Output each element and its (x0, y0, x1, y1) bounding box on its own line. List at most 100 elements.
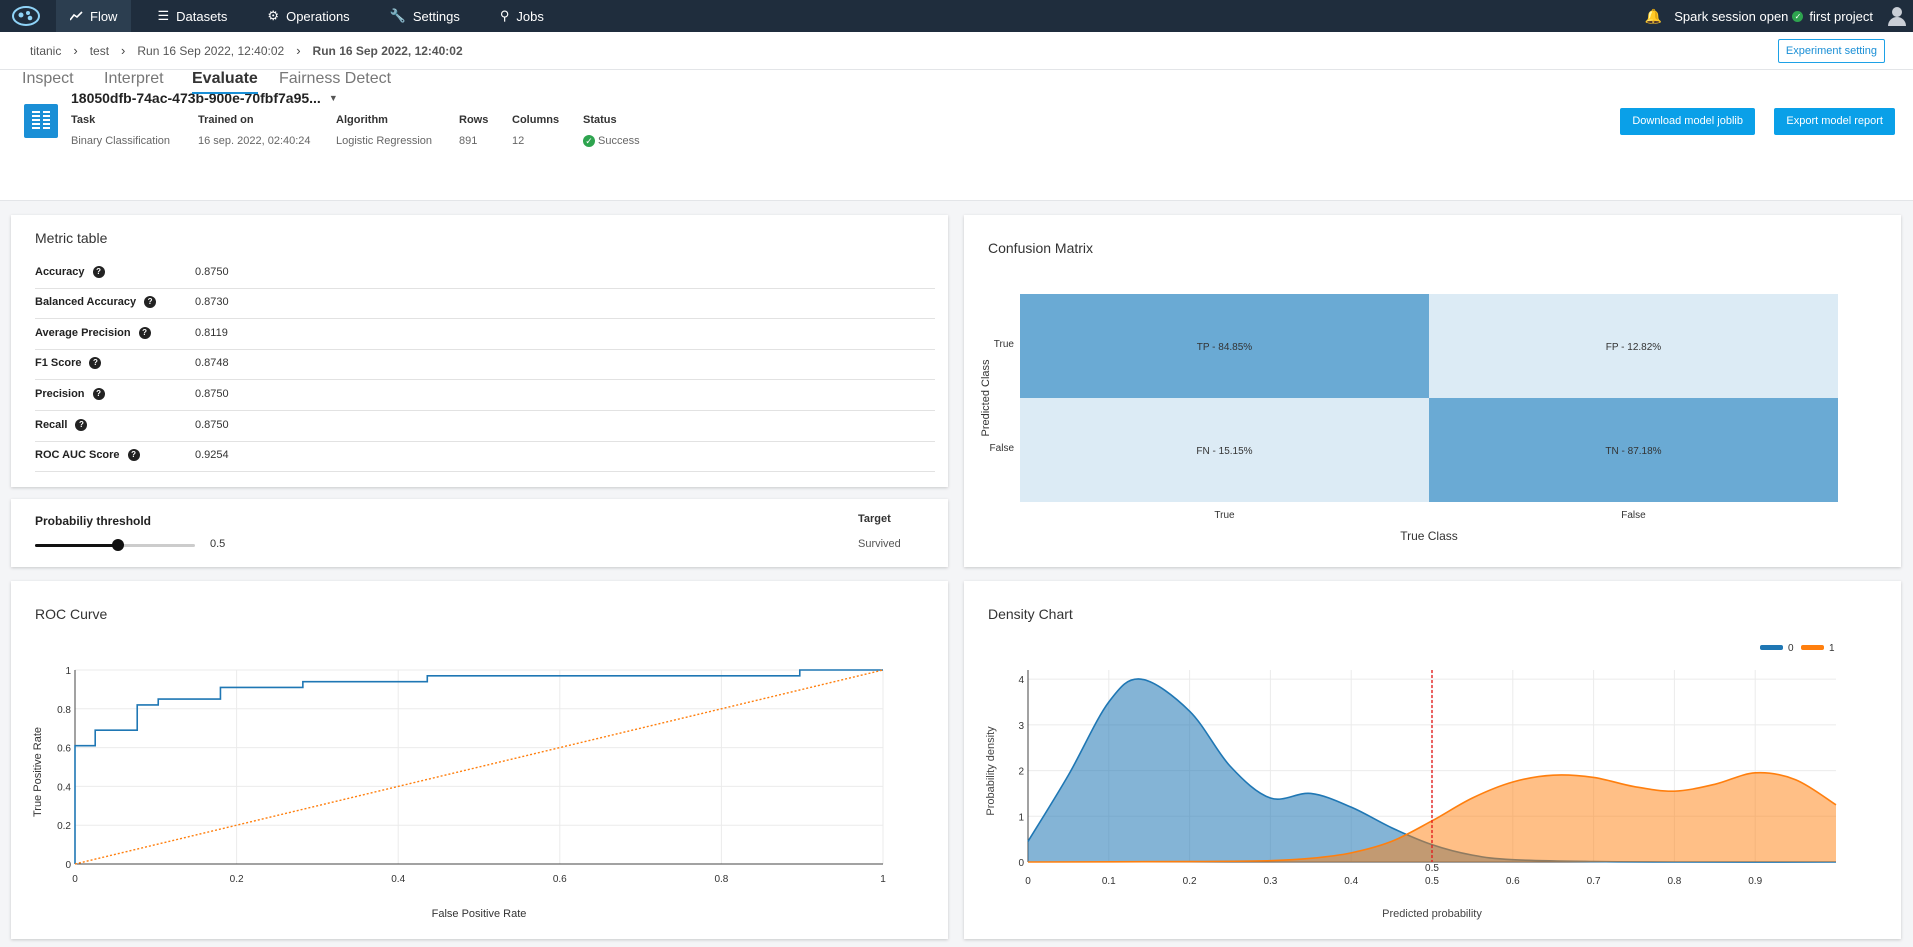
roc-y-tick: 0.8 (57, 705, 71, 716)
metric-row: Recall? 0.8750 (35, 412, 935, 442)
legend-label-1: 1 (1829, 643, 1835, 654)
metric-value: 0.8730 (195, 296, 229, 308)
experiment-setting-button[interactable]: Experiment setting (1777, 39, 1885, 63)
density-x-tick: 0.5 (1425, 876, 1439, 887)
metric-name: Balanced Accuracy (35, 296, 137, 308)
top-navbar: Flow ☰ Datasets ⚙ Operations 🔧 Settings ⚲ Jo… (0, 0, 1913, 32)
nav-datasets-label: Datasets (176, 8, 228, 24)
density-x-axis-title: Predicted probability (1382, 908, 1482, 920)
slider-thumb[interactable] (112, 539, 125, 551)
roc-x-tick: 1 (880, 874, 886, 885)
metric-row: Accuracy? 0.8750 (35, 259, 935, 289)
meta-value: 891 (459, 135, 478, 147)
confusion-matrix-title: Confusion Matrix (988, 240, 1094, 256)
tab-fairness-detect[interactable]: Fairness Detect (279, 70, 392, 87)
cm-x-axis-title: True Class (1400, 529, 1458, 543)
threshold-card: Probabiliy threshold 0.5 Target Survived (11, 499, 948, 567)
user-icon[interactable] (1887, 6, 1907, 26)
help-icon[interactable]: ? (89, 357, 102, 369)
density-y-tick: 3 (1018, 721, 1024, 732)
roc-y-axis-title: True Positive Rate (32, 727, 44, 817)
meta-label: Algorithm (336, 114, 388, 126)
meta-task: Task Binary Classification (71, 114, 170, 147)
meta-value: Logistic Regression (336, 135, 432, 147)
metric-row: Balanced Accuracy? 0.8730 (35, 289, 935, 319)
density-x-tick: 0.9 (1748, 876, 1762, 887)
meta-status: Status ✓ Success (583, 114, 640, 147)
help-icon[interactable]: ? (92, 266, 105, 278)
gear-icon: ⚙ (267, 8, 280, 23)
help-icon[interactable]: ? (75, 419, 88, 431)
bell-icon[interactable]: 🔔 (1644, 7, 1663, 24)
model-title[interactable]: 18050dfb-74ac-473b-900e-70fbf7a95... ▼ (71, 90, 338, 106)
metric-name: F1 Score (35, 357, 82, 369)
roc-curve-line (74, 669, 883, 864)
breadcrumb-run[interactable]: Run 16 Sep 2022, 12:40:02 (137, 43, 285, 58)
metric-row: Precision? 0.8750 (35, 381, 935, 411)
density-x-tick: 0.7 (1587, 876, 1601, 887)
roc-y-tick: 0 (65, 860, 71, 871)
help-icon[interactable]: ? (92, 388, 105, 400)
nav-flow[interactable]: Flow (56, 0, 132, 32)
roc-curve-card: ROC Curve 0 0.2 0.4 0.6 0.8 1 0 0.2 0.4 0.6 0.8 1 Fa… (11, 581, 948, 939)
roc-x-tick: 0.2 (230, 874, 244, 885)
app-logo[interactable] (8, 2, 44, 30)
download-model-button[interactable]: Download model joblib (1620, 108, 1755, 135)
roc-x-axis-title: False Positive Rate (432, 908, 527, 920)
metric-value: 0.8750 (195, 266, 229, 278)
check-icon: ✓ (1792, 10, 1804, 22)
metric-value: 0.8750 (195, 419, 229, 431)
meta-rows: Rows 891 (459, 114, 488, 147)
roc-y-tick: 1 (65, 666, 71, 677)
density-x-tick: 0.8 (1667, 876, 1681, 887)
breadcrumb-project[interactable]: titanic (30, 43, 62, 58)
nav-jobs[interactable]: ⚲ Jobs (486, 0, 558, 32)
cm-x-tick: True (1214, 510, 1235, 521)
nav-datasets[interactable]: ☰ Datasets (143, 0, 241, 32)
cm-cell (1020, 398, 1429, 502)
metric-name: Precision (35, 388, 85, 400)
project-name[interactable]: first project (1809, 8, 1873, 24)
success-check-icon: ✓ (583, 135, 595, 147)
roc-y-tick: 0.6 (57, 744, 71, 755)
caret-down-icon[interactable]: ▼ (328, 93, 338, 103)
density-x-tick: 0.6 (1506, 876, 1520, 887)
cm-y-axis-title: Predicted Class (980, 359, 992, 437)
threshold-slider[interactable] (35, 539, 195, 551)
meta-label: Status (583, 114, 617, 126)
breadcrumb-experiment[interactable]: test (89, 43, 110, 58)
metric-row: F1 Score? 0.8748 (35, 350, 935, 380)
cm-x-tick: False (1621, 510, 1646, 521)
metric-name: ROC AUC Score (35, 449, 120, 461)
tab-inspect[interactable]: Inspect (22, 70, 74, 87)
meta-value: 12 (512, 135, 525, 147)
nav-settings-label: Settings (412, 8, 460, 24)
nav-jobs-label: Jobs (516, 8, 544, 24)
cm-y-tick: True (994, 339, 1015, 350)
roc-y-tick: 0.2 (57, 821, 71, 832)
cm-y-tick: False (990, 443, 1015, 454)
density-y-tick: 2 (1018, 767, 1024, 778)
metric-value: 0.8750 (195, 388, 229, 400)
help-icon[interactable]: ? (144, 296, 157, 308)
session-status[interactable]: Spark session open (1674, 8, 1789, 24)
help-icon[interactable]: ? (138, 327, 151, 339)
density-x-tick: 0.3 (1263, 876, 1277, 887)
nav-operations[interactable]: ⚙ Operations (253, 0, 363, 32)
legend-label-0: 0 (1788, 643, 1794, 654)
nav-settings[interactable]: 🔧 Settings (376, 0, 474, 32)
cm-cell-label: FP - 12.82% (1606, 342, 1662, 353)
tab-interpret[interactable]: Interpret (104, 70, 164, 87)
metric-value: 0.8748 (195, 357, 229, 369)
meta-columns: Columns 12 (512, 114, 559, 147)
slider-fill (35, 544, 119, 547)
meta-label: Rows (459, 114, 489, 126)
tab-evaluate[interactable]: Evaluate (192, 70, 258, 94)
meta-value: ✓ Success (583, 135, 640, 147)
density-y-tick: 0 (1018, 858, 1024, 869)
help-icon[interactable]: ? (127, 449, 140, 461)
roc-baseline-line (74, 669, 884, 865)
export-report-button[interactable]: Export model report (1774, 108, 1895, 135)
roc-x-tick: 0.4 (391, 874, 405, 885)
meta-value: 16 sep. 2022, 02:40:24 (198, 135, 311, 147)
